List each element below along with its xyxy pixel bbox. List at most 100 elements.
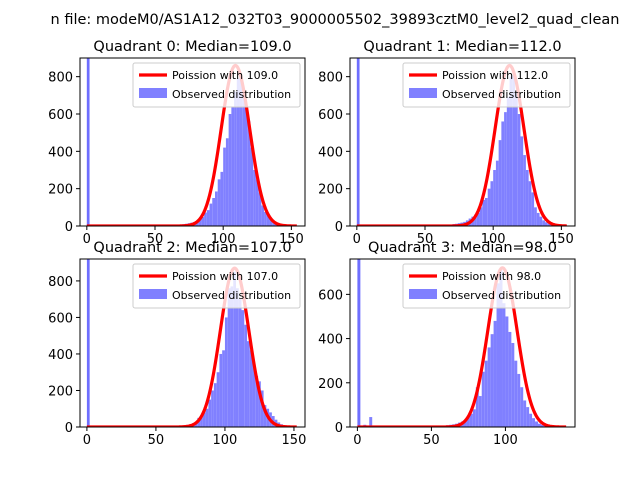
- subplot-title: Quadrant 1: Median=112.0: [363, 39, 561, 55]
- histogram-bar: [247, 341, 250, 427]
- histogram-bar: [476, 212, 480, 226]
- subplot-quadrant-3: 0 50 100 0 200 400 600 Quadrant 3: Median=98.0 P…: [318, 240, 576, 448]
- y-tick-label: 0: [335, 421, 343, 436]
- subplot-quadrant-0: 0 50 100 150 0 200 400 600 800 Quadrant 0: Median…: [48, 39, 306, 247]
- histogram-bar: [490, 181, 494, 226]
- subplot-title: Quadrant 0: Median=109.0: [93, 39, 291, 55]
- histogram-bar: [206, 210, 210, 226]
- histogram-bar: [534, 207, 537, 226]
- histogram-bar: [499, 270, 503, 427]
- x-tick-label: 0: [83, 433, 91, 448]
- histogram-bar: [200, 416, 203, 427]
- legend-label: Observed distribution: [442, 88, 561, 101]
- histogram-bar: [223, 147, 226, 226]
- histogram-bar: [496, 283, 500, 427]
- subplot-quadrant-2: 0 50 100 150 0 200 400 600 800 Quadrant 2: Median…: [48, 240, 306, 448]
- histogram-bar: [198, 218, 202, 226]
- legend-label: Poission with 109.0: [172, 69, 278, 82]
- histogram-bar: [220, 171, 224, 226]
- legend-bar-swatch: [139, 88, 167, 98]
- histogram-bar: [547, 223, 551, 226]
- histogram-bar: [217, 179, 221, 226]
- axes-frame: [79, 57, 306, 227]
- histogram-bar: [216, 372, 220, 427]
- histogram-bar: [269, 219, 273, 226]
- histogram-bar: [260, 390, 264, 427]
- histogram-bar: [261, 205, 265, 226]
- legend-bar-swatch: [139, 289, 167, 299]
- histogram-bar: [474, 214, 477, 226]
- x-tick-label: 100: [211, 232, 236, 247]
- histogram-bar: [498, 140, 502, 226]
- x-tick-label: 100: [481, 232, 506, 247]
- histogram-bar: [469, 413, 473, 427]
- axes-frame: [79, 258, 306, 428]
- histogram-bar: [501, 121, 505, 226]
- histogram-bar: [255, 375, 259, 427]
- histogram-bar: [472, 409, 476, 427]
- histogram-bar: [502, 303, 506, 427]
- histogram-bar: [209, 203, 213, 226]
- histogram-bar: [490, 334, 494, 427]
- legend: Poission with 112.0 Observed distribution: [402, 62, 571, 108]
- y-tick-label: 400: [48, 145, 73, 160]
- histogram-bar: [211, 390, 214, 427]
- y-tick-label: 0: [65, 220, 73, 235]
- histogram-bar: [537, 423, 541, 427]
- histogram-bar: [545, 222, 548, 226]
- histogram-bar: [493, 170, 496, 226]
- subplot-title: Quadrant 3: Median=98.0: [368, 240, 557, 256]
- histogram-bar: [86, 259, 90, 427]
- histogram-bar: [478, 396, 482, 427]
- x-tick-label: 50: [417, 232, 434, 247]
- y-tick-label: 600: [318, 108, 343, 123]
- subplot-title: Quadrant 2: Median=107.0: [93, 240, 291, 256]
- histogram-bar: [234, 91, 237, 226]
- y-tick-label: 600: [48, 108, 73, 123]
- histogram-bar: [228, 114, 232, 226]
- histogram-bar: [525, 170, 529, 226]
- histogram-bar: [357, 259, 361, 427]
- histogram-bar: [236, 78, 240, 226]
- x-tick-label: 0: [353, 433, 361, 448]
- histogram-bar: [233, 271, 236, 427]
- axes-frame: [349, 258, 576, 428]
- histogram-bar: [224, 317, 228, 427]
- histogram-bar: [219, 353, 223, 427]
- y-tick-label: 800: [318, 71, 343, 86]
- plot-area: [356, 259, 567, 427]
- histogram-bar: [213, 383, 217, 427]
- x-tick-label: 50: [423, 433, 440, 448]
- histogram-bar: [512, 74, 515, 226]
- legend-bar-swatch: [409, 289, 437, 299]
- poisson-fit-line: [85, 63, 298, 226]
- histogram-bar: [523, 400, 527, 427]
- histogram-bar: [204, 212, 207, 226]
- histogram-bar: [479, 207, 483, 226]
- x-tick-label: 50: [148, 433, 165, 448]
- histogram-bar: [523, 155, 526, 226]
- legend: Poission with 98.0 Observed distribution: [402, 263, 571, 309]
- histogram-bar: [266, 215, 270, 226]
- histogram-bar: [369, 417, 373, 427]
- histogram-bar: [542, 220, 545, 226]
- histogram-bar: [495, 160, 499, 226]
- x-tick-label: 50: [147, 232, 164, 247]
- histogram-bar: [239, 76, 243, 226]
- y-tick-label: 200: [318, 377, 343, 392]
- histogram-bar: [526, 407, 530, 427]
- y-tick-label: 200: [48, 384, 73, 399]
- histogram-bar: [252, 363, 256, 427]
- histogram-bar: [463, 420, 467, 427]
- histogram-bar: [253, 170, 256, 226]
- legend: Poission with 107.0 Observed distribution: [132, 263, 301, 309]
- histogram-bar: [531, 192, 535, 226]
- histogram-bar: [535, 421, 538, 427]
- histogram-bar: [517, 373, 521, 427]
- y-tick-label: 800: [48, 71, 73, 86]
- histogram-bar: [264, 212, 267, 226]
- y-tick-label: 200: [48, 183, 73, 198]
- histogram-bar: [493, 320, 497, 427]
- histogram-bar: [511, 343, 515, 427]
